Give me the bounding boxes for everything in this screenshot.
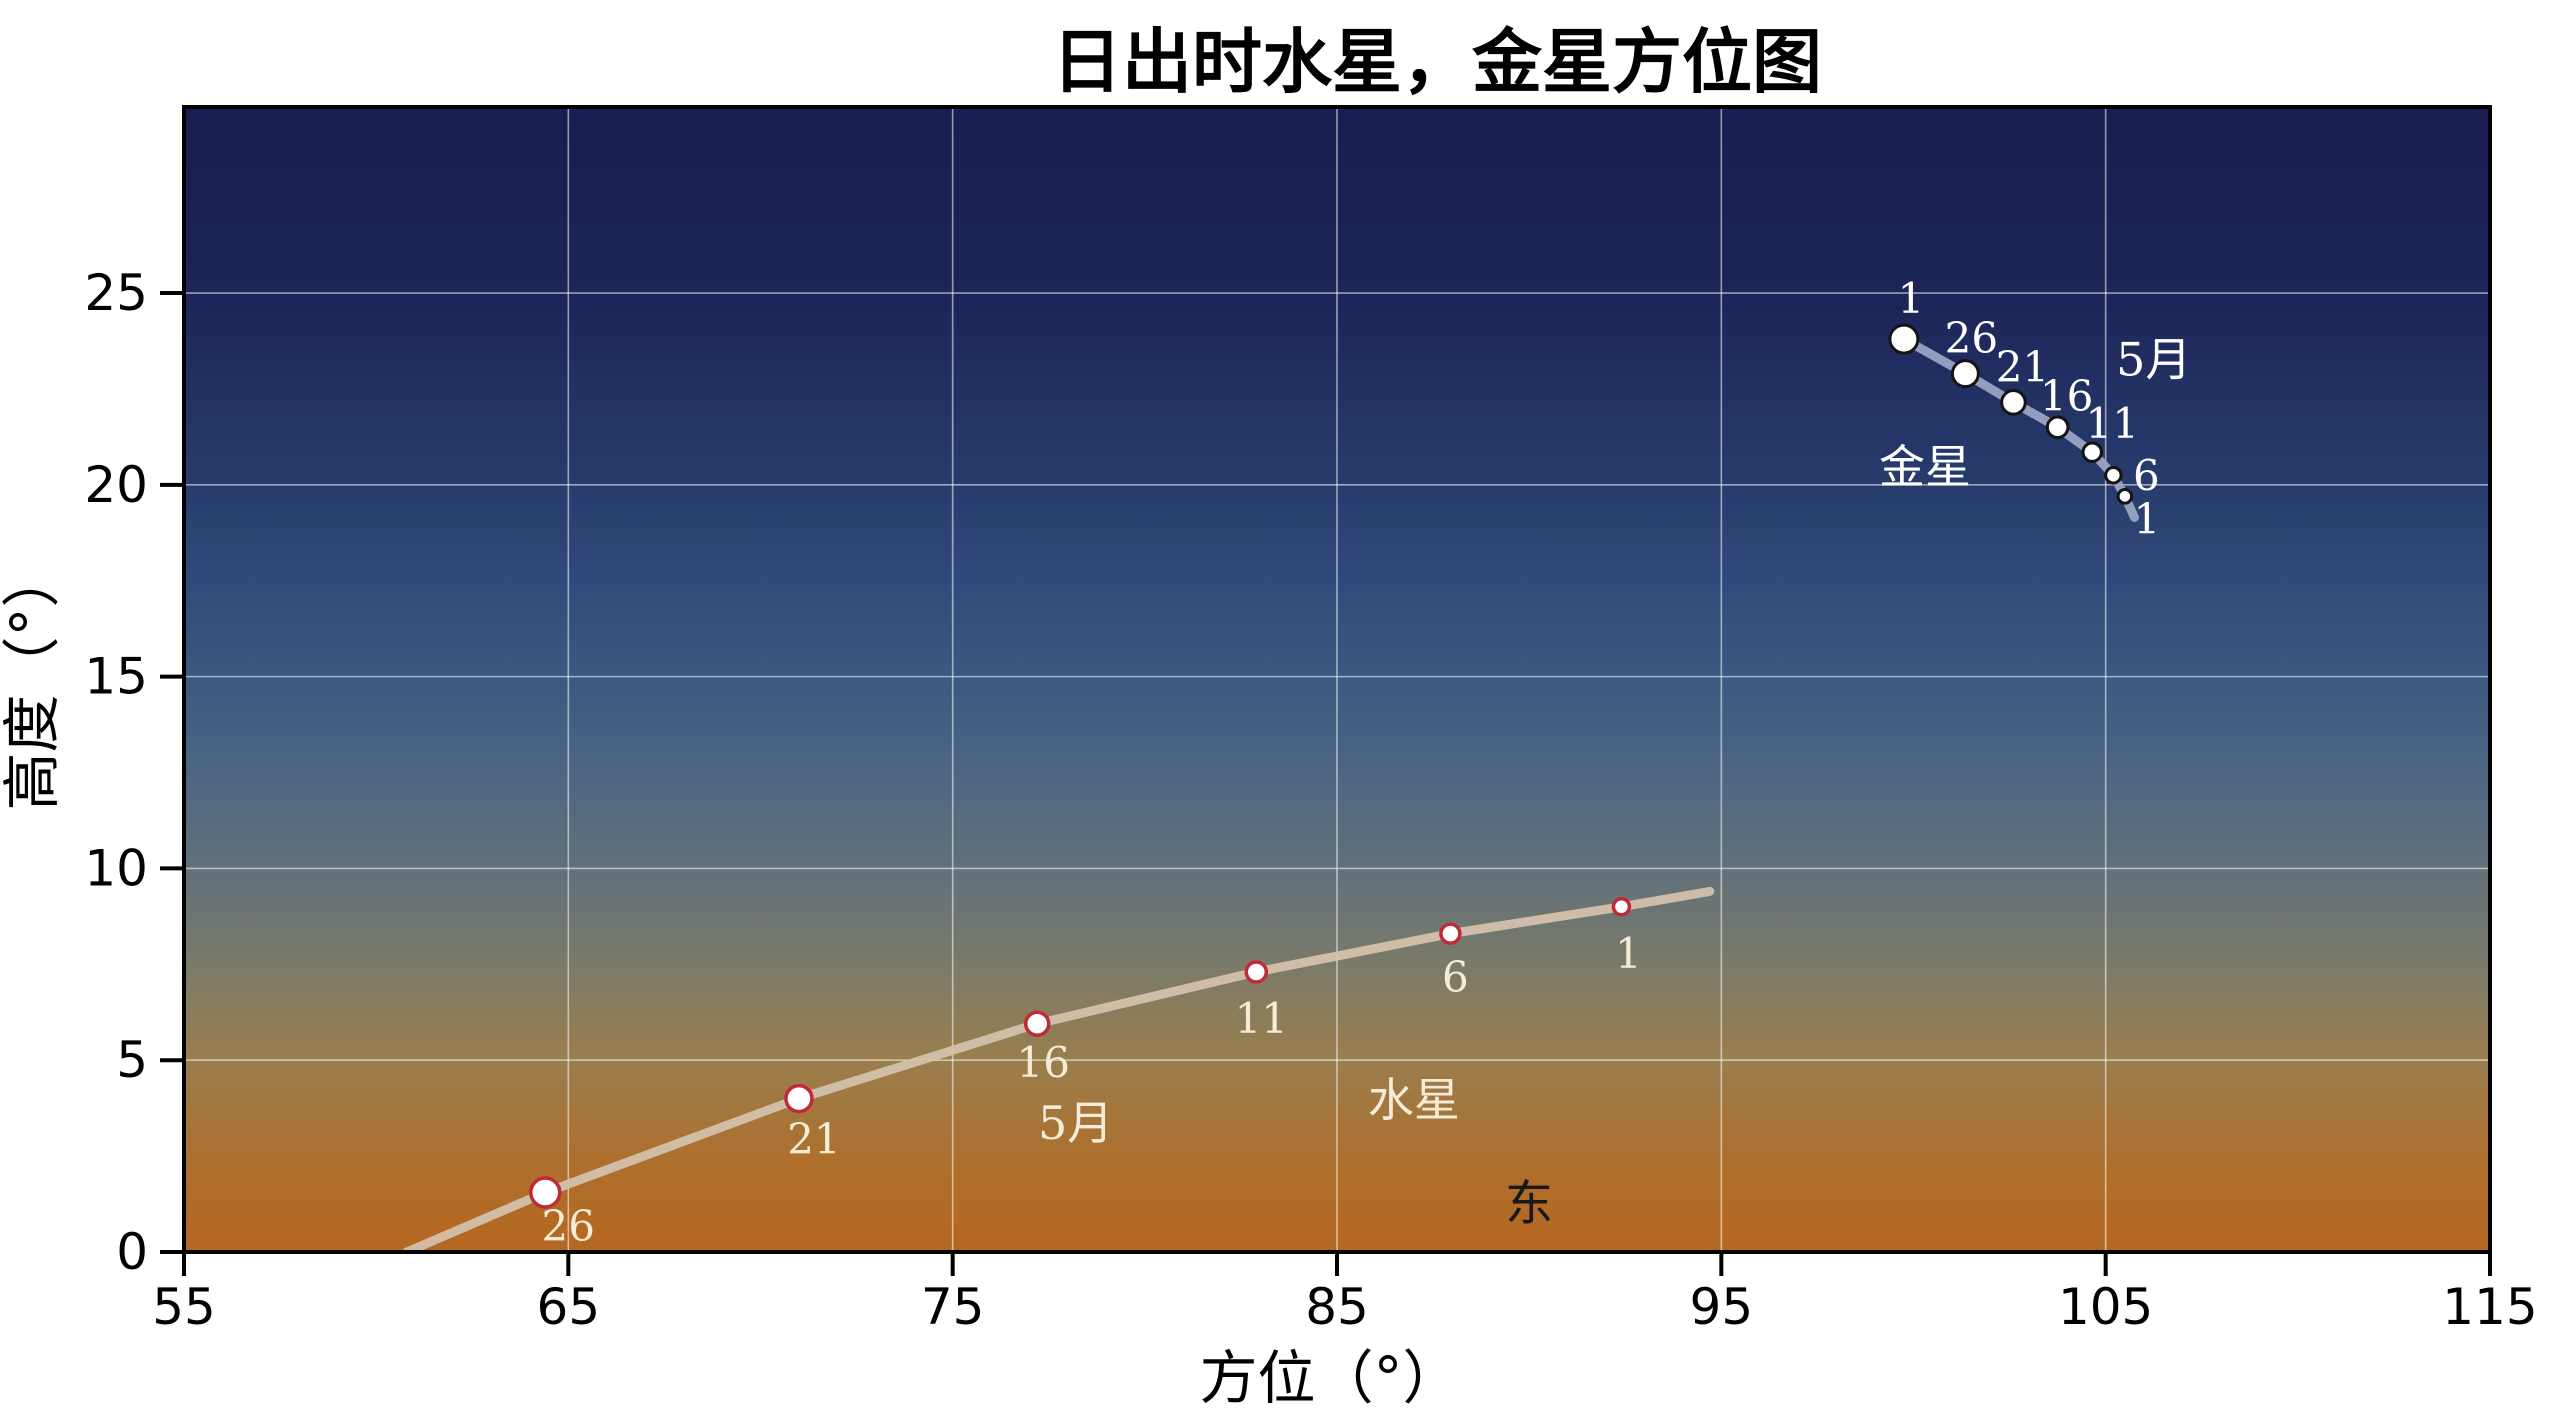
- mercury-date-label: 6: [1442, 953, 1469, 1002]
- venus-point: [2045, 415, 2070, 440]
- venus-date-label: 1: [1898, 274, 1925, 323]
- venus-point: [1950, 359, 1980, 389]
- y-axis-label: 高度（°）: [0, 549, 66, 810]
- venus-point: [2000, 389, 2027, 416]
- mercury-date-label: 1: [1615, 929, 1642, 978]
- y-tick-label: 25: [84, 264, 148, 322]
- venus-date-label: 26: [1945, 314, 1998, 363]
- x-axis-label: 方位（°）: [1199, 1344, 1460, 1412]
- mercury-date-label: 11: [1235, 994, 1288, 1043]
- venus-date-label: 1: [2134, 494, 2161, 543]
- mercury-name-label: 水星: [1368, 1073, 1460, 1127]
- east-label: 东: [1505, 1175, 1553, 1231]
- y-tick-label: 15: [84, 648, 148, 706]
- venus-date-label: 11: [2085, 399, 2138, 448]
- venus-date-label: 16: [2040, 371, 2093, 420]
- mercury-track-line: [402, 886, 1715, 1252]
- mercury-point: [1244, 960, 1269, 984]
- venus-month-label: 5月: [2116, 333, 2191, 387]
- x-tick-label: 75: [921, 1278, 985, 1336]
- venus-date-label: 6: [2133, 451, 2160, 500]
- x-tick-label: 65: [537, 1278, 601, 1336]
- mercury-date-label: 21: [787, 1115, 840, 1164]
- venus-point: [1888, 323, 1920, 355]
- mercury-point: [529, 1176, 562, 1209]
- mercury-point: [1611, 897, 1632, 917]
- venus-point: [2116, 488, 2134, 505]
- mercury-point: [784, 1083, 814, 1114]
- venus-date-label: 21: [1996, 342, 2049, 391]
- x-tick-label: 55: [152, 1278, 216, 1336]
- x-tick-label: 105: [2058, 1278, 2153, 1336]
- venus-point: [2104, 466, 2123, 485]
- venus-name-label: 金星: [1879, 440, 1971, 494]
- x-tick-label: 85: [1305, 1278, 1369, 1336]
- mercury-point: [1023, 1010, 1051, 1038]
- mercury-date-label: 26: [542, 1202, 595, 1251]
- x-tick-label: 95: [1690, 1278, 1754, 1336]
- y-tick-label: 20: [84, 456, 148, 514]
- y-tick-label: 5: [116, 1031, 148, 1089]
- chart-title: 日出时水星，金星方位图: [1052, 20, 1822, 103]
- mercury-month-label: 5月: [1038, 1096, 1113, 1150]
- y-tick-label: 0: [116, 1223, 148, 1281]
- venus-point: [2081, 441, 2103, 463]
- y-tick-label: 10: [84, 839, 148, 897]
- mercury-point: [1439, 922, 1462, 945]
- mercury-date-label: 16: [1016, 1038, 1069, 1087]
- x-tick-label: 115: [2442, 1278, 2537, 1336]
